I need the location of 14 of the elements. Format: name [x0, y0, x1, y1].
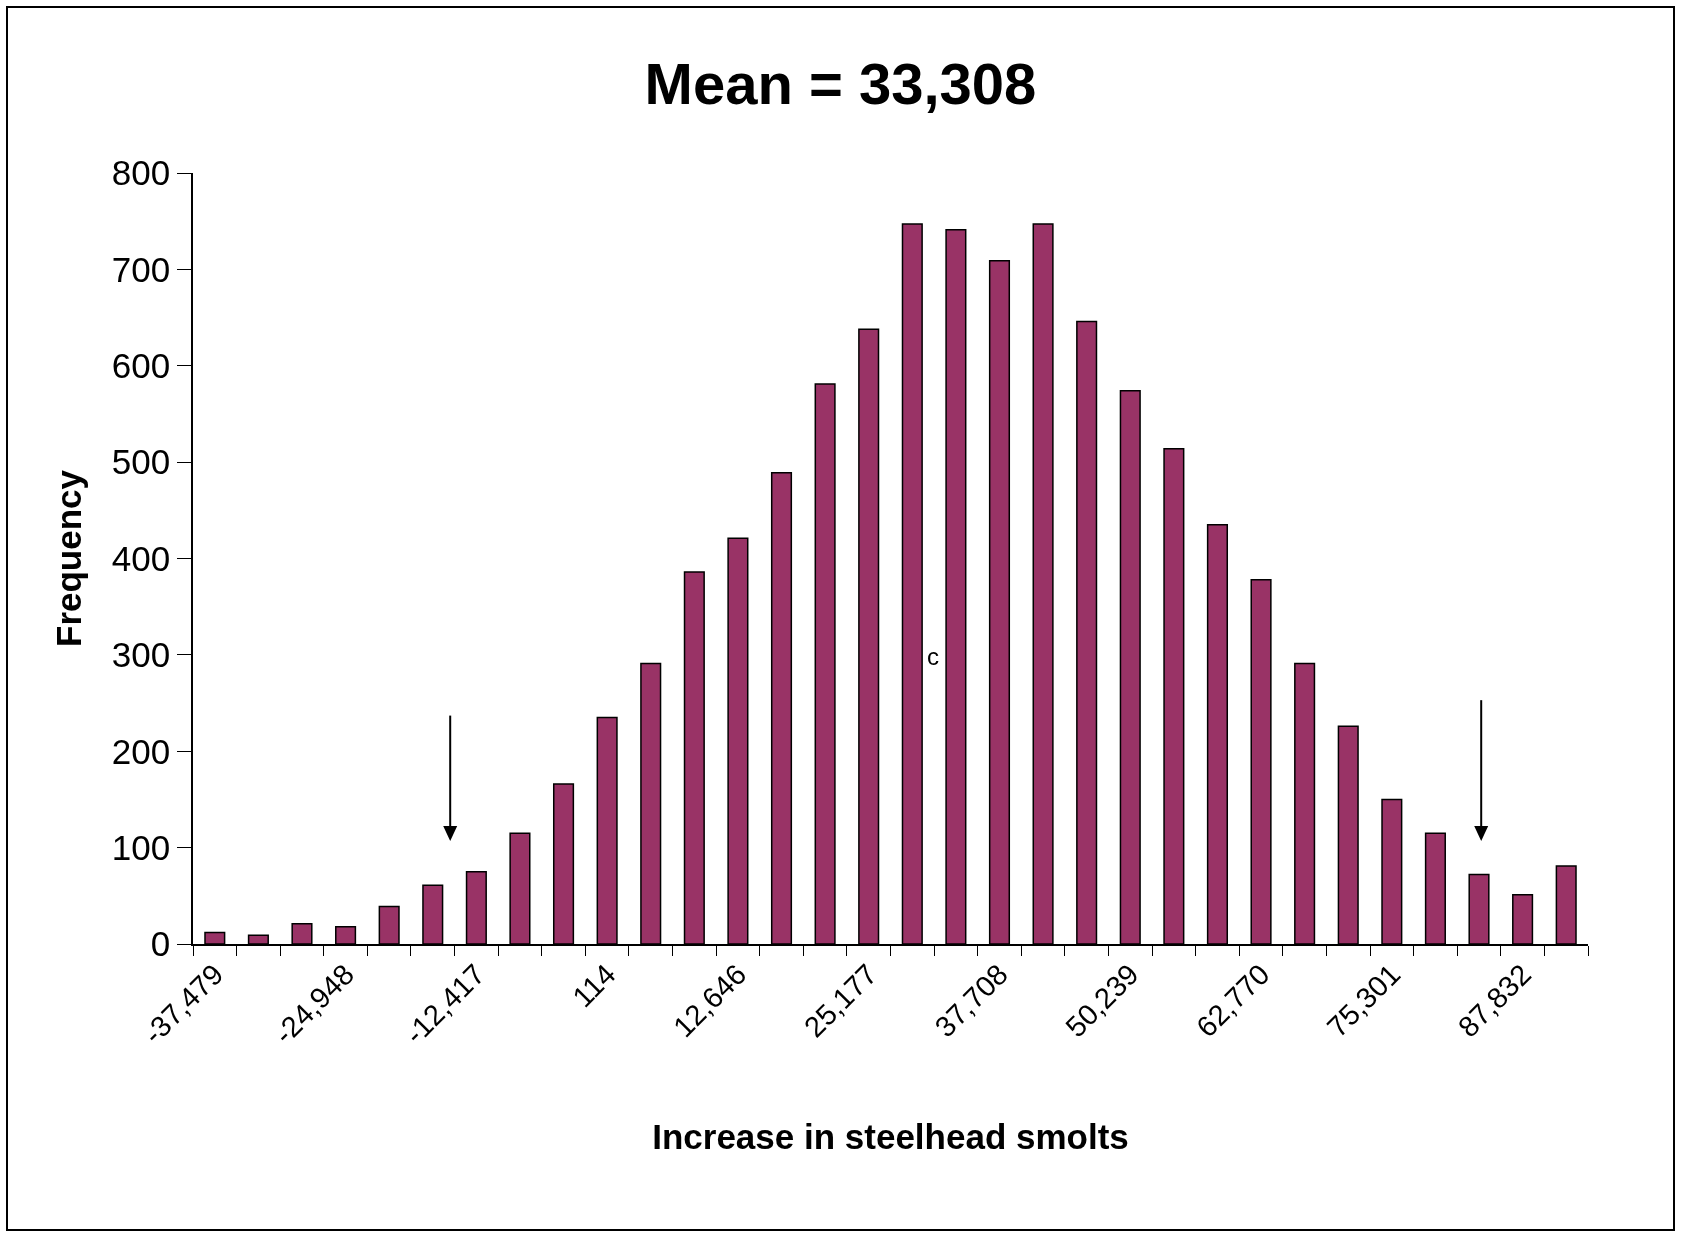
y-tick-label: 200	[111, 731, 171, 771]
y-tick-label: 700	[111, 249, 171, 289]
x-axis-title: Increase in steelhead smolts	[652, 1116, 1129, 1156]
y-axis-title: Frequency	[48, 469, 88, 647]
y-tick-label: 0	[150, 924, 171, 964]
y-tick-label: 300	[111, 635, 171, 675]
y-tick-label: 600	[111, 346, 171, 385]
y-tick-label: 400	[111, 538, 171, 578]
y-tick-label: 800	[111, 153, 171, 193]
chart-title: Mean = 33,308	[644, 50, 1037, 116]
y-tick-label: 100	[111, 827, 171, 867]
x-tick-label: 114	[566, 957, 622, 1014]
y-tick-label: 500	[111, 442, 171, 482]
annotation: c	[927, 643, 939, 670]
